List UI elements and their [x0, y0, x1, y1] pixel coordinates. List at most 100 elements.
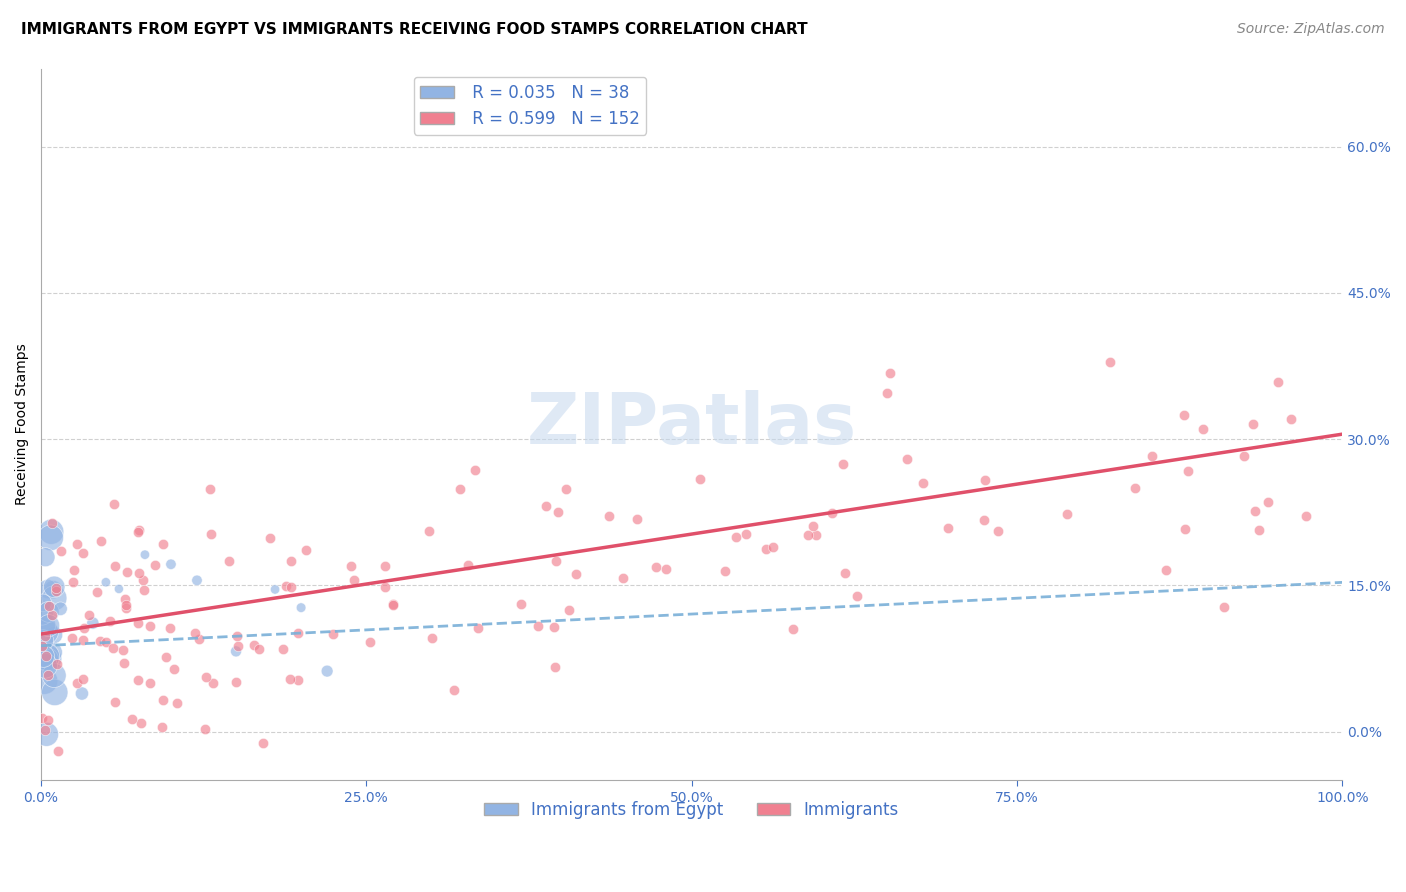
Point: [936, 521, 959, 535]
Point: [35, 652, 58, 666]
Point: [290, 600, 312, 615]
Point: [139, 618, 162, 632]
Point: [243, 638, 266, 652]
Point: [34, 550, 56, 565]
Point: [782, 623, 804, 637]
Point: [86, 585, 108, 599]
Point: [72, 632, 94, 647]
Point: [35, 727, 58, 741]
Point: [806, 528, 828, 542]
Point: [90, 534, 112, 549]
Point: [89, 633, 111, 648]
Point: [259, 531, 281, 545]
Point: [194, 722, 217, 736]
Point: [509, 597, 531, 611]
Point: [31, 607, 53, 622]
Point: [38, 618, 60, 632]
Point: [450, 483, 472, 497]
Point: [247, 642, 270, 657]
Point: [115, 598, 138, 612]
Point: [1241, 417, 1264, 431]
Point: [60, 632, 83, 646]
Point: [38, 599, 60, 614]
Point: [114, 592, 136, 607]
Point: [39, 531, 62, 545]
Point: [280, 580, 302, 594]
Point: [66, 536, 89, 550]
Point: [896, 451, 918, 466]
Point: [127, 616, 149, 631]
Point: [713, 564, 735, 578]
Point: [912, 476, 935, 491]
Point: [44, 580, 66, 594]
Point: [280, 554, 302, 568]
Text: IMMIGRANTS FROM EGYPT VS IMMIGRANTS RECEIVING FOOD STAMPS CORRELATION CHART: IMMIGRANTS FROM EGYPT VS IMMIGRANTS RECE…: [21, 22, 807, 37]
Point: [37, 668, 59, 682]
Point: [226, 629, 249, 643]
Point: [108, 582, 131, 596]
Point: [287, 626, 309, 640]
Point: [1177, 465, 1199, 479]
Point: [45, 581, 67, 595]
Point: [762, 541, 785, 555]
Point: [1056, 507, 1078, 521]
Point: [202, 675, 225, 690]
Point: [98, 614, 121, 628]
Point: [44, 591, 66, 606]
Point: [121, 713, 143, 727]
Point: [166, 696, 188, 710]
Point: [846, 589, 869, 603]
Point: [112, 642, 135, 657]
Point: [876, 386, 898, 401]
Point: [278, 672, 301, 686]
Point: [544, 660, 567, 674]
Legend: Immigrants from Egypt, Immigrants: Immigrants from Egypt, Immigrants: [478, 794, 905, 825]
Point: [464, 463, 486, 477]
Point: [218, 554, 240, 568]
Point: [42, 645, 65, 659]
Point: [565, 567, 588, 582]
Point: [1212, 600, 1234, 615]
Point: [62, 574, 84, 589]
Point: [381, 597, 404, 611]
Point: [420, 631, 443, 645]
Point: [39, 524, 62, 539]
Point: [821, 506, 844, 520]
Point: [1232, 449, 1254, 463]
Point: [832, 457, 855, 471]
Point: [655, 562, 678, 576]
Point: [82, 615, 104, 630]
Point: [557, 603, 579, 617]
Point: [129, 716, 152, 731]
Point: [117, 566, 139, 580]
Point: [252, 736, 274, 750]
Point: [382, 598, 405, 612]
Point: [797, 527, 820, 541]
Point: [198, 482, 221, 496]
Point: [195, 670, 218, 684]
Point: [1140, 450, 1163, 464]
Point: [132, 573, 155, 587]
Point: [72, 673, 94, 687]
Point: [626, 511, 648, 525]
Point: [34, 618, 56, 632]
Point: [49, 601, 72, 615]
Point: [45, 584, 67, 599]
Point: [734, 526, 756, 541]
Point: [1098, 355, 1121, 369]
Point: [1257, 494, 1279, 508]
Point: [37, 714, 59, 728]
Point: [34, 658, 56, 673]
Point: [200, 527, 222, 541]
Point: [343, 574, 366, 588]
Point: [1295, 509, 1317, 524]
Point: [73, 621, 96, 635]
Text: Source: ZipAtlas.com: Source: ZipAtlas.com: [1237, 22, 1385, 37]
Point: [186, 574, 208, 588]
Point: [225, 644, 247, 658]
Point: [374, 558, 396, 573]
Point: [359, 635, 381, 649]
Point: [1244, 504, 1267, 518]
Point: [418, 524, 440, 539]
Point: [645, 559, 668, 574]
